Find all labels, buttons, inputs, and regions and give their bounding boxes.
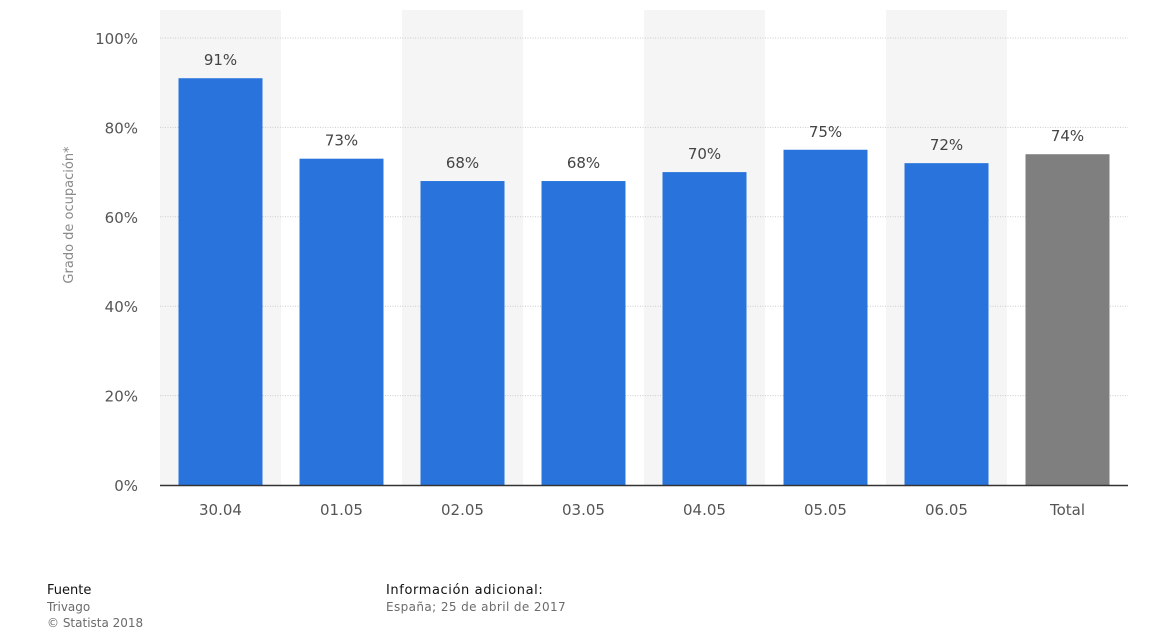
bar[interactable] <box>178 78 263 485</box>
y-tick-label: 100% <box>95 30 138 48</box>
additional-info-heading[interactable]: Información adicional: <box>386 583 544 598</box>
additional-info-text: España; 25 de abril de 2017 <box>386 600 567 614</box>
bar-chart: 91% 73% 68% 68% 70% 75% 72% 74% 0% 20% 40% 60% 80% 1… <box>62 30 1128 519</box>
x-tick-labels: 30.04 01.05 02.05 03.05 04.05 05.05 06.05 Total <box>199 501 1085 519</box>
bar[interactable] <box>783 149 868 485</box>
bars <box>178 78 1110 486</box>
x-tick-label: 03.05 <box>562 501 605 519</box>
bar[interactable] <box>299 158 384 485</box>
data-label: 73% <box>325 132 358 150</box>
data-label: 70% <box>688 145 721 163</box>
footer-additional-info: Información adicional: España; 25 de abr… <box>386 582 566 615</box>
y-tick-label: 60% <box>105 209 138 227</box>
x-tick-label: 02.05 <box>441 501 484 519</box>
y-tick-labels: 0% 20% 40% 60% 80% 100% <box>95 30 138 495</box>
x-tick-label: Total <box>1049 501 1085 519</box>
data-label: 72% <box>930 136 963 154</box>
y-axis-label: Grado de ocupación* <box>62 146 77 284</box>
y-tick-label: 20% <box>105 388 138 406</box>
bar[interactable] <box>541 181 626 486</box>
x-tick-label: 30.04 <box>199 501 242 519</box>
x-tick-label: 06.05 <box>925 501 968 519</box>
source-name: Trivago <box>47 600 91 614</box>
data-label: 74% <box>1051 127 1084 145</box>
bar[interactable] <box>420 181 505 486</box>
x-tick-label: 05.05 <box>804 501 847 519</box>
data-label: 75% <box>809 123 842 141</box>
bar[interactable] <box>662 172 747 485</box>
value-labels: 91% 73% 68% 68% 70% 75% 72% 74% <box>204 51 1084 172</box>
footer-source: Fuente Trivago © Statista 2018 <box>47 582 143 631</box>
copyright: © Statista 2018 <box>47 616 144 630</box>
data-label: 68% <box>567 154 600 172</box>
bar[interactable] <box>1025 154 1110 485</box>
y-tick-label: 40% <box>105 298 138 316</box>
data-label: 91% <box>204 51 237 69</box>
x-tick-label: 04.05 <box>683 501 726 519</box>
y-tick-label: 80% <box>105 119 138 137</box>
y-tick-label: 0% <box>114 477 138 495</box>
source-heading[interactable]: Fuente <box>47 583 92 598</box>
data-label: 68% <box>446 154 479 172</box>
bar[interactable] <box>904 163 989 485</box>
x-tick-label: 01.05 <box>320 501 363 519</box>
